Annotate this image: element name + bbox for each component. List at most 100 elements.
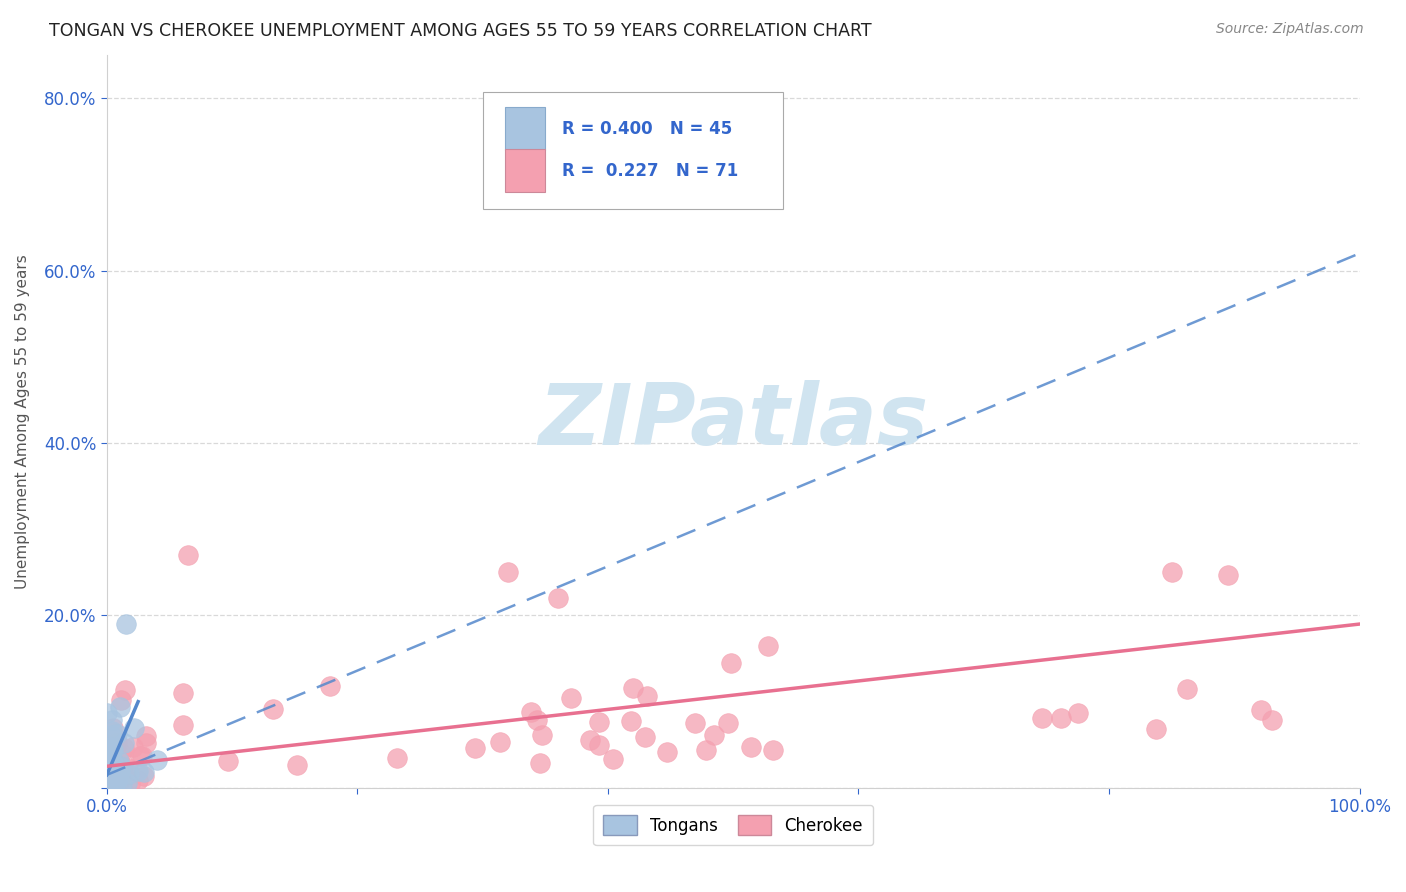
- Point: [96, 706, 118, 721]
- FancyBboxPatch shape: [505, 107, 546, 151]
- Point: [740, 739, 762, 754]
- Point: [129, 748, 152, 763]
- Point: [108, 758, 131, 772]
- Point: [112, 736, 135, 750]
- Point: [1216, 568, 1239, 582]
- Point: [103, 771, 125, 785]
- Point: [101, 723, 124, 738]
- Point: [1144, 722, 1167, 736]
- Point: [1250, 703, 1272, 717]
- Point: [104, 763, 127, 777]
- Point: [98, 769, 121, 783]
- Point: [97, 754, 120, 768]
- Point: [519, 705, 541, 719]
- Point: [127, 772, 149, 787]
- Point: [96, 780, 118, 794]
- Point: [620, 714, 643, 728]
- Point: [756, 639, 779, 653]
- Point: [135, 729, 157, 743]
- Point: [683, 716, 706, 731]
- Point: [100, 713, 122, 727]
- Point: [96, 742, 118, 756]
- Point: [127, 764, 149, 778]
- Point: [578, 733, 600, 747]
- Point: [108, 700, 131, 714]
- Point: [120, 777, 142, 791]
- Point: [96, 780, 118, 795]
- Point: [526, 713, 548, 727]
- Point: [547, 591, 569, 606]
- Point: [96, 776, 118, 790]
- Point: [104, 772, 127, 786]
- FancyBboxPatch shape: [505, 149, 546, 192]
- Point: [262, 702, 284, 716]
- Point: [97, 772, 120, 787]
- Point: [96, 769, 118, 783]
- Point: [115, 776, 138, 790]
- Text: Source: ZipAtlas.com: Source: ZipAtlas.com: [1216, 22, 1364, 37]
- Point: [108, 764, 131, 778]
- Point: [657, 745, 679, 759]
- Point: [112, 741, 135, 756]
- Point: [531, 728, 554, 742]
- Point: [103, 759, 125, 773]
- Point: [101, 771, 124, 785]
- Point: [1175, 682, 1198, 697]
- Point: [496, 566, 519, 580]
- Point: [108, 774, 131, 789]
- Point: [118, 767, 141, 781]
- Point: [104, 777, 127, 791]
- Point: [97, 777, 120, 791]
- Point: [100, 728, 122, 742]
- Point: [114, 682, 136, 697]
- Point: [111, 777, 134, 791]
- Point: [134, 765, 156, 780]
- Point: [172, 686, 194, 700]
- Point: [98, 739, 121, 754]
- Point: [105, 737, 128, 751]
- Point: [720, 656, 742, 670]
- Point: [101, 722, 124, 736]
- Point: [285, 758, 308, 772]
- Point: [217, 754, 239, 768]
- Text: ZIPatlas: ZIPatlas: [538, 380, 928, 463]
- Point: [1161, 565, 1184, 579]
- Point: [319, 679, 342, 693]
- Point: [105, 727, 128, 741]
- Point: [101, 756, 124, 771]
- Point: [529, 756, 551, 771]
- FancyBboxPatch shape: [482, 92, 783, 209]
- Point: [464, 740, 486, 755]
- Point: [122, 739, 145, 754]
- Point: [122, 721, 145, 735]
- Point: [1050, 711, 1073, 725]
- Text: R = 0.400   N = 45: R = 0.400 N = 45: [561, 120, 731, 137]
- Point: [717, 716, 740, 731]
- Point: [1260, 714, 1282, 728]
- Point: [703, 728, 725, 742]
- Y-axis label: Unemployment Among Ages 55 to 59 years: Unemployment Among Ages 55 to 59 years: [15, 254, 30, 589]
- Text: R =  0.227   N = 71: R = 0.227 N = 71: [561, 161, 738, 179]
- Point: [560, 690, 582, 705]
- Point: [101, 756, 124, 770]
- Point: [100, 747, 122, 761]
- Point: [135, 736, 157, 750]
- Point: [97, 739, 120, 754]
- Point: [101, 741, 124, 756]
- Point: [98, 738, 121, 752]
- Point: [110, 693, 132, 707]
- Point: [105, 774, 128, 789]
- Point: [108, 754, 131, 768]
- Point: [1031, 711, 1053, 725]
- Point: [98, 764, 121, 778]
- Point: [762, 742, 785, 756]
- Point: [117, 761, 139, 775]
- Point: [489, 734, 512, 748]
- Point: [131, 748, 153, 763]
- Point: [100, 773, 122, 788]
- Point: [100, 773, 122, 788]
- Point: [100, 778, 122, 792]
- Point: [108, 772, 131, 787]
- Point: [172, 718, 194, 732]
- Point: [177, 548, 200, 562]
